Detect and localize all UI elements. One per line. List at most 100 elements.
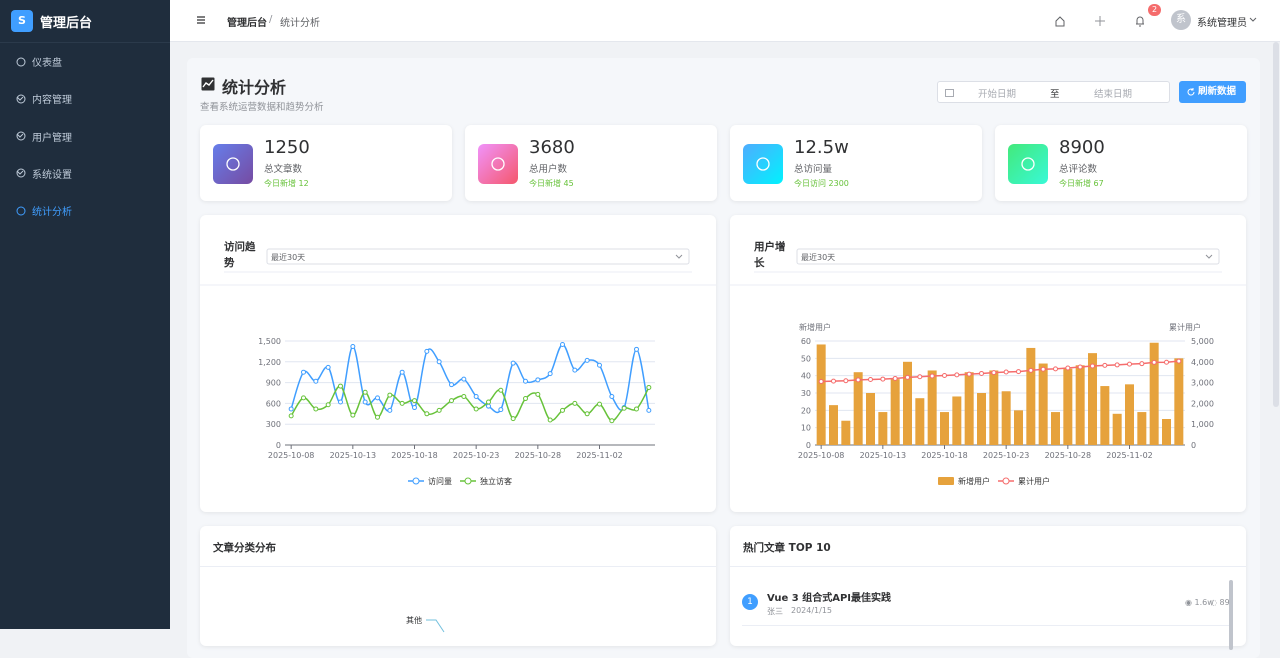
point	[646, 407, 652, 413]
breadcrumb-root[interactable]: 管理后台	[227, 18, 267, 29]
y-tick-label: 40	[801, 372, 811, 381]
stat-icon	[478, 144, 518, 184]
chart-title: 用户增长	[754, 241, 786, 269]
bar	[964, 372, 974, 445]
bar	[1051, 412, 1060, 445]
stat-sub: 今日新增 67	[1059, 179, 1104, 188]
legend-label[interactable]: 独立访客	[480, 476, 512, 486]
point	[498, 407, 504, 413]
x-tick-label: 2025-10-28	[1045, 451, 1092, 460]
point	[818, 379, 824, 385]
bar	[952, 396, 962, 445]
bar	[816, 344, 826, 445]
menu-item[interactable]: 系统设置	[0, 155, 170, 192]
sidebar: S 管理后台 仪表盘 内容管理 用户管理 系统设置 统计分析	[0, 0, 170, 629]
point	[473, 393, 479, 399]
chart-card: 访问趋势 最近30天 0 300 600 900 1,200 1,500 2025-10-08 2…	[200, 215, 716, 512]
stat-card: 3680 总用户数 今日新增 45	[465, 125, 717, 201]
point	[461, 393, 467, 399]
bar	[1026, 347, 1036, 445]
point	[1065, 365, 1071, 371]
y2-tick-label: 0	[1191, 441, 1196, 450]
date-start[interactable]: 开始日期	[978, 89, 1017, 100]
menu-item[interactable]: 内容管理	[0, 80, 170, 117]
refresh-button[interactable]: 刷新数据	[1179, 81, 1246, 103]
range-select[interactable]	[796, 248, 1220, 265]
menu-label: 内容管理	[32, 95, 72, 107]
glyph	[1021, 157, 1035, 171]
date-range[interactable]: 开始日期 至 结束日期	[937, 81, 1170, 103]
point	[1114, 362, 1120, 368]
menu-label: 用户管理	[32, 132, 72, 144]
scrollbar[interactable]	[1229, 580, 1233, 650]
comments: 89	[1219, 598, 1230, 607]
menu-icon	[16, 94, 26, 104]
menu-toggle[interactable]	[196, 15, 206, 25]
avatar[interactable]: 系	[1171, 10, 1191, 30]
page-scrollbar[interactable]	[1273, 42, 1279, 407]
point	[584, 411, 590, 417]
chart-card: 用户增长 最近30天 0 10 20 30 40 50 60 0 1,000 2,000 3,000 4,…	[730, 215, 1246, 512]
bar	[1014, 410, 1023, 445]
date-end[interactable]: 结束日期	[1094, 89, 1133, 100]
glyph	[226, 157, 240, 171]
point	[313, 406, 319, 412]
menu-label: 统计分析	[32, 207, 72, 219]
chart-title-box: 访问趋势	[224, 241, 256, 269]
point	[942, 373, 947, 379]
divider	[730, 566, 1246, 567]
pie-label: 其他	[406, 616, 422, 625]
bell-icon[interactable]	[1134, 15, 1146, 27]
glyph	[491, 157, 505, 171]
point	[424, 348, 430, 354]
bar	[940, 412, 949, 445]
add-icon[interactable]	[1094, 15, 1106, 27]
bar	[1100, 386, 1110, 445]
x-tick-label: 2025-10-13	[860, 451, 907, 460]
point	[1016, 369, 1021, 375]
point	[288, 413, 294, 419]
point	[572, 367, 578, 373]
point	[1139, 361, 1145, 367]
category-card: 文章分类分布 其他	[200, 526, 716, 646]
point	[1028, 367, 1034, 373]
point	[634, 346, 639, 352]
menu-item[interactable]: 用户管理	[0, 118, 170, 155]
point	[510, 360, 516, 366]
stat-label: 总访问量	[794, 164, 833, 175]
y-tick-label: 300	[266, 420, 281, 429]
menu-item[interactable]: 统计分析	[0, 192, 170, 229]
bar	[1088, 353, 1097, 445]
point	[535, 391, 541, 397]
legend-label[interactable]: 累计用户	[1018, 476, 1050, 486]
point	[572, 400, 578, 406]
point	[436, 407, 442, 413]
bar	[915, 398, 925, 445]
article-title[interactable]: Vue 3 组合式API最佳实践	[767, 593, 891, 604]
stat-label: 总文章数	[264, 164, 303, 175]
legend-swatch	[938, 477, 954, 485]
point	[523, 378, 528, 384]
legend-label[interactable]: 新增用户	[958, 476, 990, 486]
x-tick-label: 2025-10-13	[330, 451, 377, 460]
home-icon[interactable]	[1054, 15, 1066, 27]
legend-label[interactable]: 访问量	[428, 476, 452, 486]
range-label: 最近30天	[271, 252, 305, 262]
range-select[interactable]	[266, 248, 690, 265]
menu-item[interactable]: 仪表盘	[0, 43, 170, 80]
chart: 访问趋势 最近30天 0 300 600 900 1,200 1,500 2025-10-08 2…	[200, 241, 716, 486]
point	[375, 414, 380, 420]
x-tick-label: 2025-10-18	[391, 451, 438, 460]
legend-dot	[464, 477, 472, 485]
legend-dot	[1002, 477, 1010, 485]
article-date: 2024/1/15	[791, 606, 833, 615]
point	[424, 411, 430, 417]
y-tick-label: 0	[276, 441, 281, 450]
stat-label: 总评论数	[1059, 164, 1098, 175]
article-author: 张三	[767, 607, 783, 616]
user-name[interactable]: 系统管理员	[1197, 18, 1247, 29]
y2-tick-label: 4,000	[1191, 358, 1214, 367]
stat-sub: 今日新增 12	[264, 179, 309, 188]
point	[325, 402, 331, 408]
point	[547, 371, 553, 377]
